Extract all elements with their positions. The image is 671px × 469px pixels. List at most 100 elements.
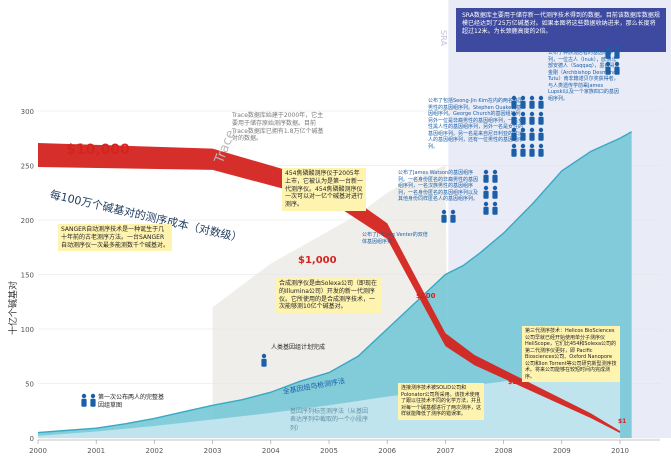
people-icon-g0-p3-head: [614, 61, 620, 67]
people-icon-g0-p0-head: [605, 45, 611, 51]
people-icon-g4-p0-body: [261, 358, 267, 367]
people-icon-g2-p4-head: [483, 201, 489, 207]
x-tick-label-2008: 2008: [495, 447, 513, 455]
people-icon-g2-p0-body: [483, 174, 489, 183]
third-gen-annotation: 第三代测序技术：Helicos BioSciences公司早就已经开始使用单分子…: [522, 326, 620, 382]
solexa-annotation: 合成测序仪是由Solexa公司（即现在的Illumina公司）开发的新一代测序仪…: [276, 278, 382, 314]
people-icon-g1-p12-head: [511, 143, 517, 149]
price-label-1000: $1,000: [298, 255, 337, 266]
x-tick-label-2003: 2003: [204, 447, 222, 455]
people-icon-g1-p15-head: [538, 143, 544, 149]
people-icon-g2-p5-head: [492, 201, 498, 207]
solid-annotation: 连接测序技术被SOLiD公司和Polonator公司所采用。该技术使用了跟以往技…: [398, 383, 484, 420]
people-icon-g0-p2-head: [605, 61, 611, 67]
people-icon-g1-p13-head: [520, 143, 526, 149]
people-icon-g2-p4-body: [483, 206, 489, 215]
people-icon-g2-p1-body: [492, 174, 498, 183]
people-icon-g2-p2-head: [483, 185, 489, 191]
wgs-line: [37, 131, 632, 434]
people-icon-g1-p3-head: [538, 95, 544, 101]
price-label-10: $10: [508, 379, 521, 386]
people-icon-g1-p15-body: [538, 148, 544, 157]
people-icon-g1-p1-body: [520, 100, 526, 109]
price-label-10000: $10,000: [66, 142, 130, 158]
people-icon-g1-p9-body: [520, 132, 526, 141]
cost-band: [38, 143, 620, 433]
people-icon-g1-p0-head: [511, 95, 517, 101]
people-icon-g1-p5-body: [520, 116, 526, 125]
y-tick-label-0: 0: [30, 435, 34, 443]
y-tick-label-150: 150: [21, 272, 34, 280]
people-icon-g1-p12-body: [511, 148, 517, 157]
people-icon-g1-p8-head: [511, 127, 517, 133]
y-tick-label-250: 250: [21, 163, 34, 171]
people-icon-g1-p4-body: [511, 116, 517, 125]
people-icon-g2-p5-body: [492, 206, 498, 215]
people-icon-g2-p0-head: [483, 169, 489, 175]
people-icon-g1-p10-head: [529, 127, 535, 133]
people-icon-g2-p3-body: [492, 190, 498, 199]
people-icon-g5-p0-head: [81, 393, 87, 399]
people-icon-g1-p7-body: [538, 116, 544, 125]
people-icon-g1-p14-body: [529, 148, 535, 157]
people-icon-g1-p0-body: [511, 100, 517, 109]
y-tick-label-200: 200: [21, 217, 34, 225]
people-icon-g1-p6-body: [529, 116, 535, 125]
venter-annotation: 公布了J. Craig Venter的双倍体基因组序列: [362, 232, 428, 245]
people-icon-g2-p2-body: [483, 190, 489, 199]
people-icon-g0-p3-body: [614, 66, 620, 75]
people-icon-g1-p8-body: [511, 132, 517, 141]
trace-annotation: Trace数据库始建于2000年，它主要用于储存原始测序数据。目前Trace数据…: [232, 112, 324, 143]
x-tick-label-2000: 2000: [29, 447, 47, 455]
people-icon-g1-p4-head: [511, 111, 517, 117]
price-label-1: $1: [618, 418, 627, 425]
people-icon-g1-p14-head: [529, 143, 535, 149]
sra-annotation: SRA数据库主要用于储存新一代测序技术得到的数据。目前该数据库数据规模已经达到了…: [462, 12, 660, 35]
watson-annotation: 公布了James Watson的基因组序列。一名身份匿名的非裔男性的基因组序列，…: [398, 170, 479, 202]
sra-watermark: SRA: [439, 30, 448, 46]
est-area-label: 基因序列标签测序法（从基因表达序列中截取的一个小段序列）: [290, 408, 369, 432]
x-tick-label-2002: 2002: [145, 447, 163, 455]
people-icon-g1-p9-head: [520, 127, 526, 133]
people-icon-g5-p1-head: [90, 393, 96, 399]
price-label-100: $100: [416, 292, 436, 300]
people-icon-g3-p1-head: [450, 209, 456, 215]
y-tick-label-300: 300: [21, 108, 34, 116]
x-tick-label-2004: 2004: [262, 447, 280, 455]
people-icon-g1-p7-head: [538, 111, 544, 117]
people-icon-g0-p0-body: [605, 50, 611, 59]
four54-annotation: 454焦磷酸测序仪于2005年上市，它被认为是第一台新一代测序仪。454焦磷酸测…: [282, 168, 366, 211]
people-icon-g1-p13-body: [520, 148, 526, 157]
people-icon-g1-p3-body: [538, 100, 544, 109]
sra-header-box: [456, 8, 666, 52]
people-icon-g5-p0-body: [81, 398, 87, 407]
sanger-annotation: SANGER自动测序技术是一种诞生于几十年前的古老测序方法。一台SANGER自动…: [58, 224, 172, 252]
x-tick-label-2005: 2005: [320, 447, 338, 455]
people-icon-g1-p11-body: [538, 132, 544, 141]
people-icon-g0-p2-body: [605, 66, 611, 75]
people-icon-g1-p1-head: [520, 95, 526, 101]
people-icon-g0-p1-body: [614, 50, 620, 59]
first-two-annotation: 第一次公布两人的完整基因组草图: [98, 394, 165, 409]
x-tick-label-2007: 2007: [436, 447, 454, 455]
people-icon-g3-p1-body: [450, 214, 456, 223]
people-icon-g3-p0-head: [441, 209, 447, 215]
people-icon-g2-p3-head: [492, 185, 498, 191]
x-tick-label-2006: 2006: [378, 447, 396, 455]
y-tick-label-100: 100: [21, 326, 34, 334]
y-axis-label: 十亿个碱基对: [9, 280, 19, 335]
people-icon-g4-p0-head: [261, 353, 267, 359]
people-icon-g1-p2-head: [529, 95, 535, 101]
yoruba-annotation: 公布了种族混居者的基因组序列，一位古人（Inuk），欧洲北部安德人（Saqqaq…: [548, 50, 620, 102]
people-icon-g1-p5-head: [520, 111, 526, 117]
people-icon-g0-p1-head: [614, 45, 620, 51]
people-icon-g1-p11-head: [538, 127, 544, 133]
people-icon-g1-p10-body: [529, 132, 535, 141]
y-tick-label-50: 50: [25, 381, 34, 389]
sjkim-annotation: 公布了包括Seong-Jin Kim在内的两名韩国男性的基因组序列。Stephe…: [428, 98, 526, 150]
hgp-annotation: 人类基因组计划完成: [271, 344, 326, 351]
people-icon-g3-p0-body: [441, 214, 447, 223]
x-tick-label-2001: 2001: [87, 447, 105, 455]
people-icon-g2-p1-head: [492, 169, 498, 175]
